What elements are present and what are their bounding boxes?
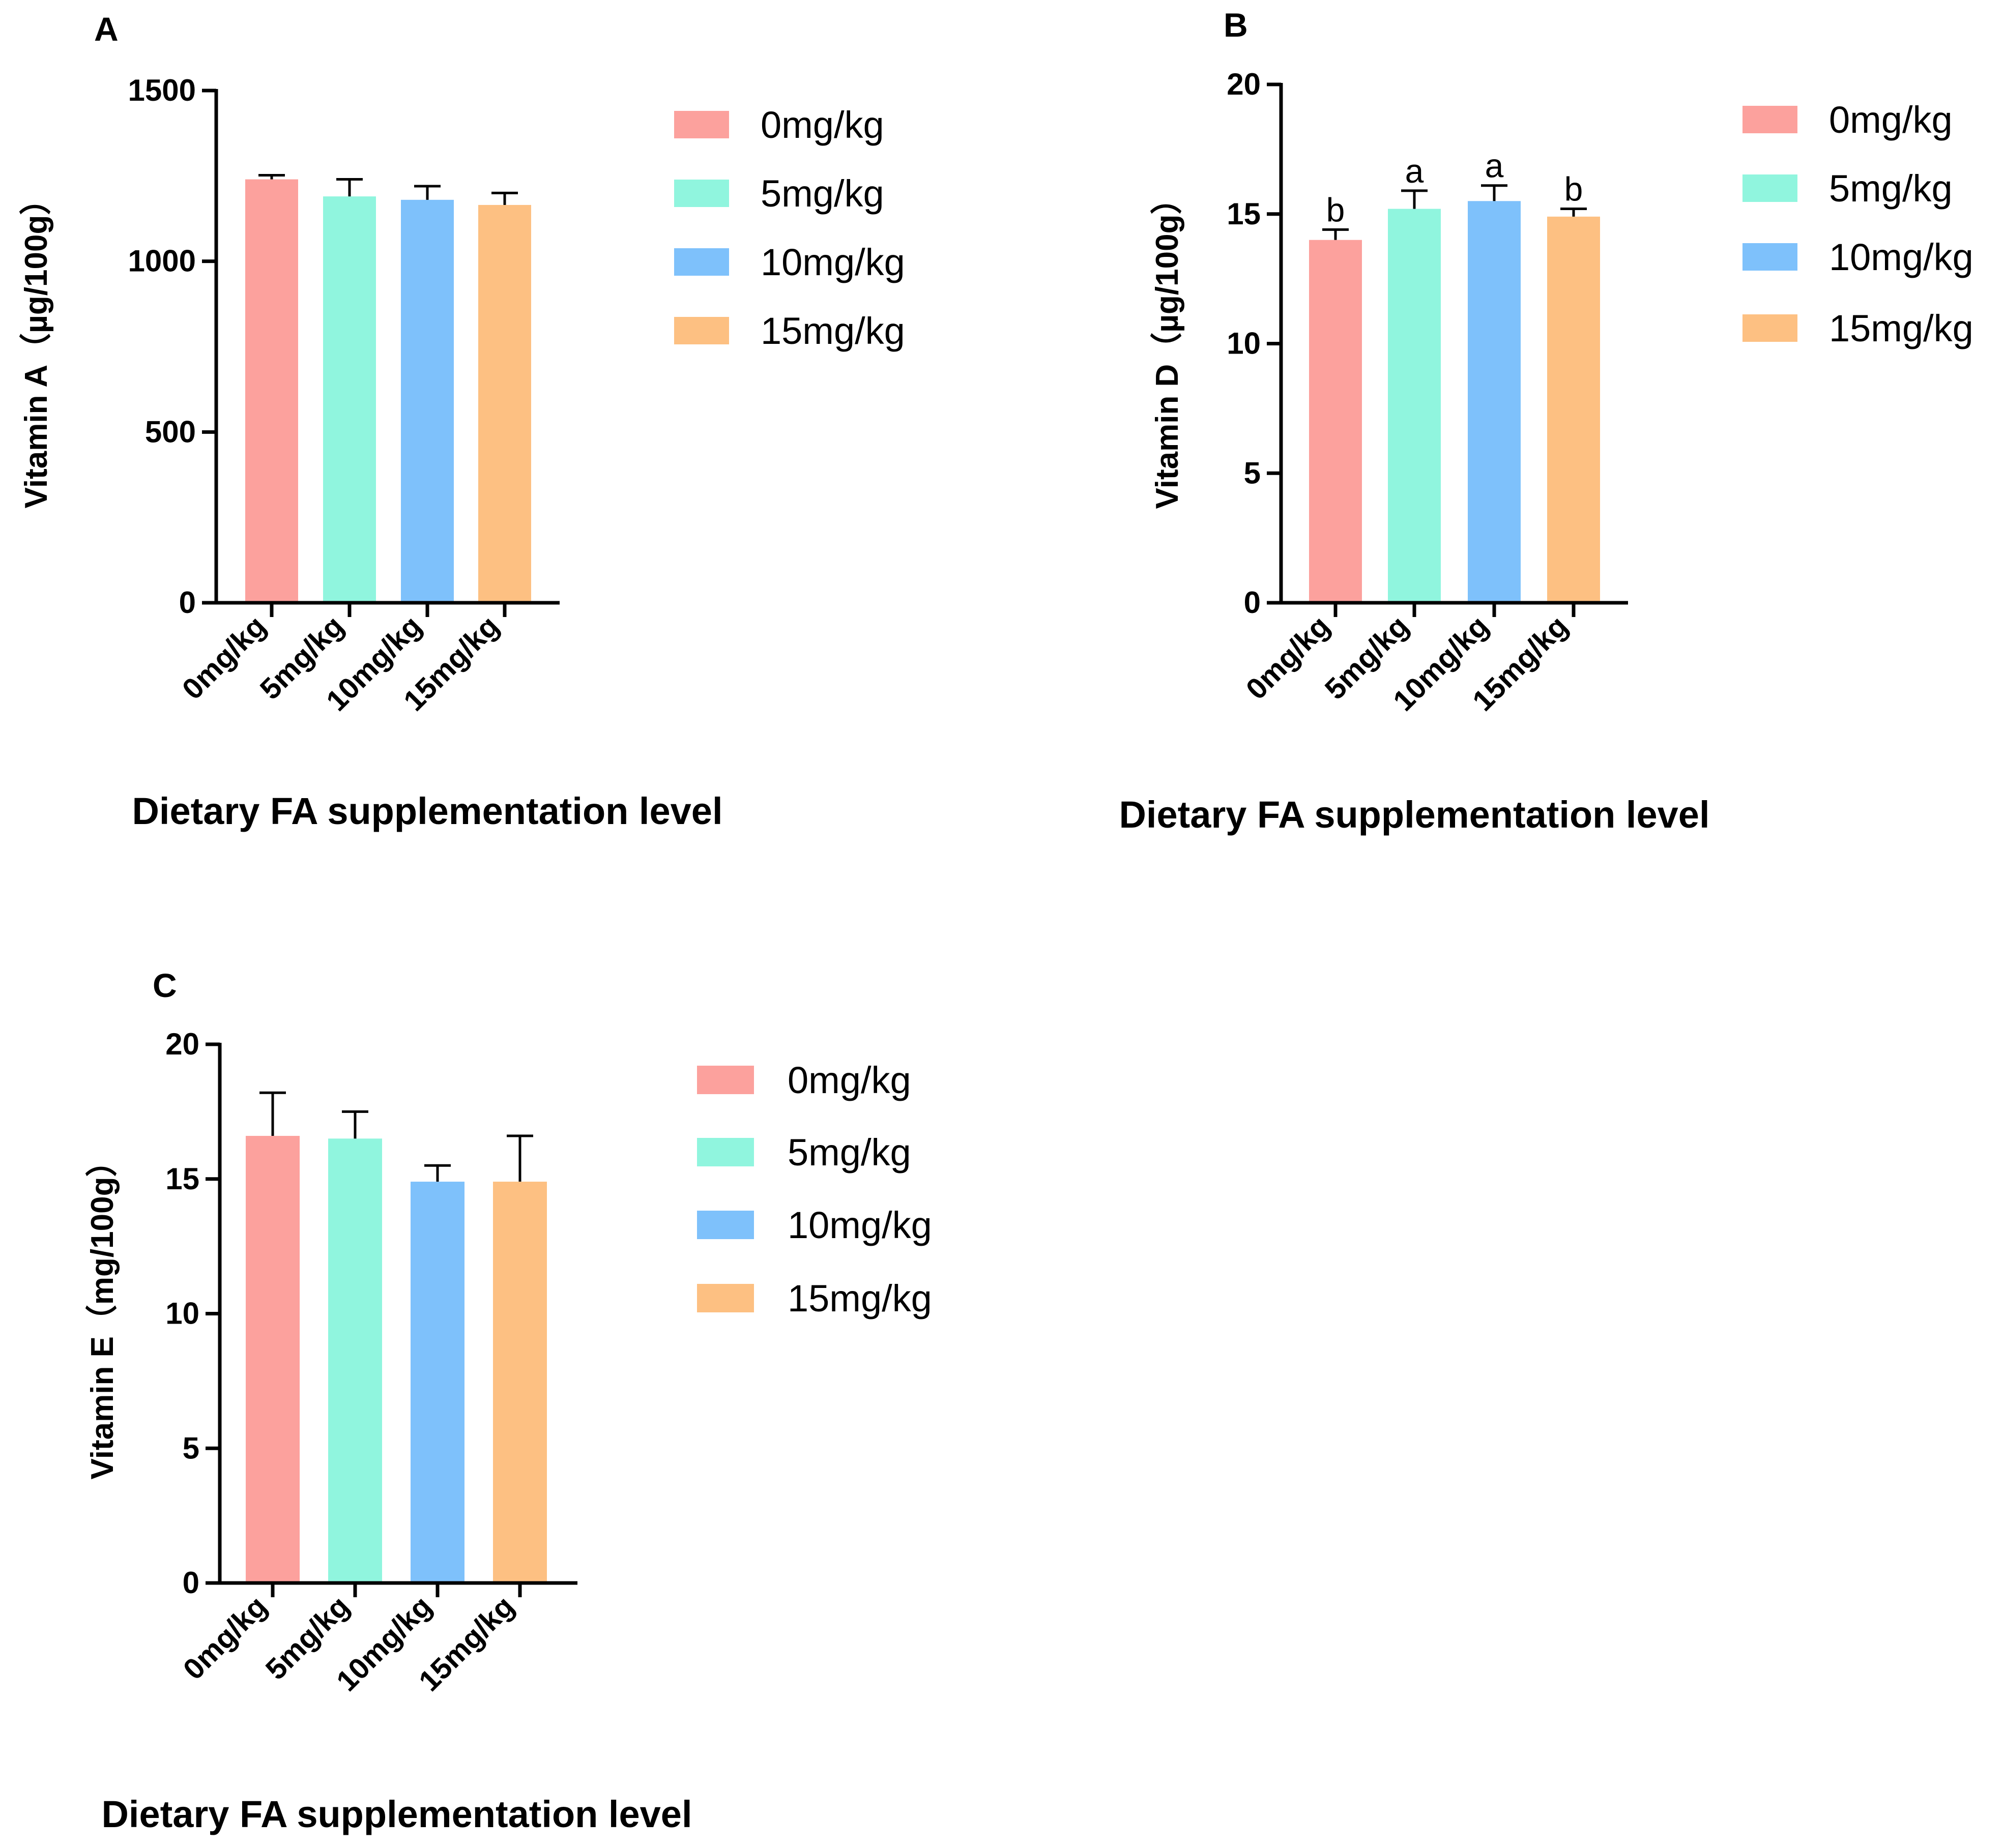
legend-label: 15mg/kg [788,1277,932,1319]
legend-swatch [674,111,729,138]
bar [1468,201,1521,603]
legend-label: 15mg/kg [1829,307,1973,349]
y-tick-label: 0 [183,1566,199,1600]
legend-swatch [674,317,729,344]
x-tick-label: 0mg/kg [1240,609,1337,706]
significance-letter: a [1485,147,1504,185]
panel-letter: C [153,966,177,1004]
panel-a: A 0 500 1000 1500 0mg/kg 5mg/kg 10mg/kg 15mg/kg V… [18,10,905,832]
legend-swatch [1742,243,1797,271]
legend-label: 5mg/kg [788,1131,911,1174]
x-axis-title: Dietary FA supplementation level [1119,794,1709,836]
significance-letter: b [1564,170,1583,208]
y-tick-label: 10 [165,1297,199,1331]
legend-swatch [697,1066,754,1094]
bar [1388,209,1441,603]
x-tick-label: 0mg/kg [176,609,273,706]
bar [1547,216,1600,603]
bar [245,179,298,603]
legend-swatch [674,180,729,207]
y-axis-title: Vitamin D（µg/100g） [1149,183,1185,509]
y-tick-label: 5 [1244,456,1261,490]
x-axis-title: Dietary FA supplementation level [101,1793,692,1835]
legend-label: 0mg/kg [1829,99,1953,141]
legend-swatch [697,1138,754,1166]
x-tick-label: 0mg/kg [177,1590,274,1686]
legend: 0mg/kg 5mg/kg 10mg/kg 15mg/kg [1742,99,1973,349]
significance-letter: b [1326,191,1345,228]
bar [1309,240,1362,603]
bar [401,199,454,603]
bar [478,204,531,603]
y-tick-label: 1500 [128,73,196,107]
y-tick-label: 1000 [128,244,196,278]
y-tick-label: 20 [165,1027,199,1061]
legend-label: 10mg/kg [788,1204,932,1246]
legend: 0mg/kg 5mg/kg 10mg/kg 15mg/kg [697,1059,932,1319]
y-tick-label: 10 [1227,327,1261,361]
panel-b: Bb a a b 0 5 10 15 20 0mg/kg 5mg/kg 10mg/kg 15mg/kg V… [1119,6,1973,836]
y-tick-label: 5 [183,1431,199,1465]
legend-swatch [1742,174,1797,202]
bar [328,1138,382,1583]
legend-label: 15mg/kg [761,310,905,352]
panel-c: C 0 5 10 15 20 0mg/kg 5mg/kg 10mg/kg 15mg/kg Vitam… [84,966,932,1835]
x-axis-title: Dietary FA supplementation level [132,790,722,832]
bar [323,196,376,603]
legend-label: 0mg/kg [788,1059,911,1101]
y-tick-label: 0 [179,585,196,620]
legend-label: 10mg/kg [1829,236,1973,278]
legend-label: 0mg/kg [761,104,884,146]
bar [246,1136,300,1583]
legend-swatch [697,1284,754,1312]
y-tick-label: 15 [1227,197,1261,231]
y-tick-label: 15 [165,1162,199,1196]
legend-label: 5mg/kg [761,172,884,215]
y-axis-title: Vitamin E（mg/100g） [84,1146,120,1480]
panel-letter: A [94,10,119,48]
legend-label: 5mg/kg [1829,167,1953,210]
legend: 0mg/kg 5mg/kg 10mg/kg 15mg/kg [674,104,905,352]
legend-swatch [674,248,729,276]
y-tick-label: 0 [1244,585,1261,620]
bar [411,1182,464,1583]
legend-swatch [1742,314,1797,342]
y-tick-label: 20 [1227,67,1261,101]
legend-label: 10mg/kg [761,241,905,283]
y-axis-title: Vitamin A（µg/100g） [18,184,54,509]
bar [493,1182,547,1583]
legend-swatch [1742,106,1797,133]
significance-letter: a [1405,152,1424,190]
y-tick-label: 500 [145,415,196,449]
panel-letter: B [1224,6,1248,44]
legend-swatch [697,1211,754,1239]
